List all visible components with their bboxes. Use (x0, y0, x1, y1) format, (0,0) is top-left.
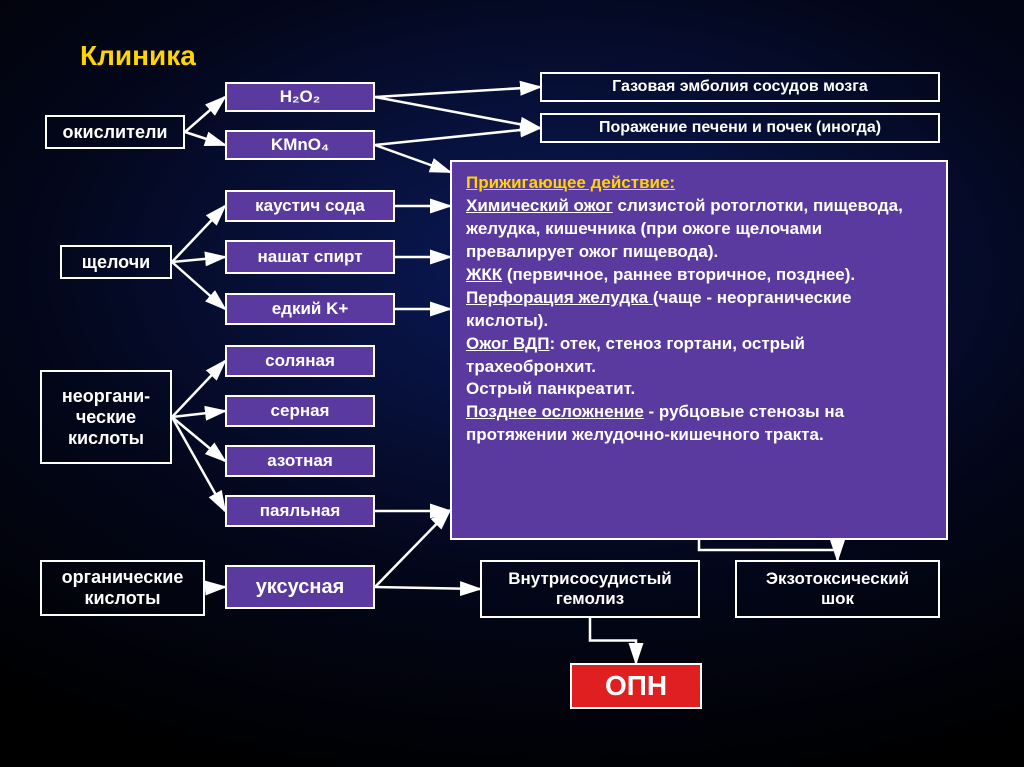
detail-line: Острый панкреатит. (466, 378, 932, 401)
category-alkali: щелочи (60, 245, 172, 279)
outcome-opn: ОПН (570, 663, 702, 709)
diagram-title: Клиника (80, 40, 196, 72)
substance-hno3: азотная (225, 445, 375, 477)
substance-h2o2: H₂O₂ (225, 82, 375, 112)
outcome-hemolysis: Внутрисосудистый гемолиз (480, 560, 700, 618)
cauterizing-effect-box: Прижигающее действие: Химический ожог сл… (450, 160, 948, 540)
substance-acetic: уксусная (225, 565, 375, 609)
substance-soda: каустич сода (225, 190, 395, 222)
substance-h2so4: серная (225, 395, 375, 427)
category-inorganic: неоргани- ческие кислоты (40, 370, 172, 464)
substance-hcl: соляная (225, 345, 375, 377)
detail-line: Ожог ВДП: отек, стеноз гортани, острый т… (466, 333, 932, 379)
outcome-shock: Экзотоксический шок (735, 560, 940, 618)
detail-line: Химический ожог слизистой ротоглотки, пи… (466, 195, 932, 264)
detail-line: Позднее осложнение - рубцовые стенозы на… (466, 401, 932, 447)
detail-line: ЖКК (первичное, раннее вторичное, поздне… (466, 264, 932, 287)
substance-nashat: нашат спирт (225, 240, 395, 274)
substance-zncl: паяльная (225, 495, 375, 527)
category-oxidizers: окислители (45, 115, 185, 149)
substance-koh: едкий K+ (225, 293, 395, 325)
outcome-liver: Поражение печени и почек (иногда) (540, 113, 940, 143)
detail-header: Прижигающее действие: (466, 172, 932, 195)
detail-line: Перфорация желудка (чаще - неорганически… (466, 287, 932, 333)
category-organic: органические кислоты (40, 560, 205, 616)
outcome-embolism: Газовая эмболия сосудов мозга (540, 72, 940, 102)
substance-kmno4: KMnO₄ (225, 130, 375, 160)
